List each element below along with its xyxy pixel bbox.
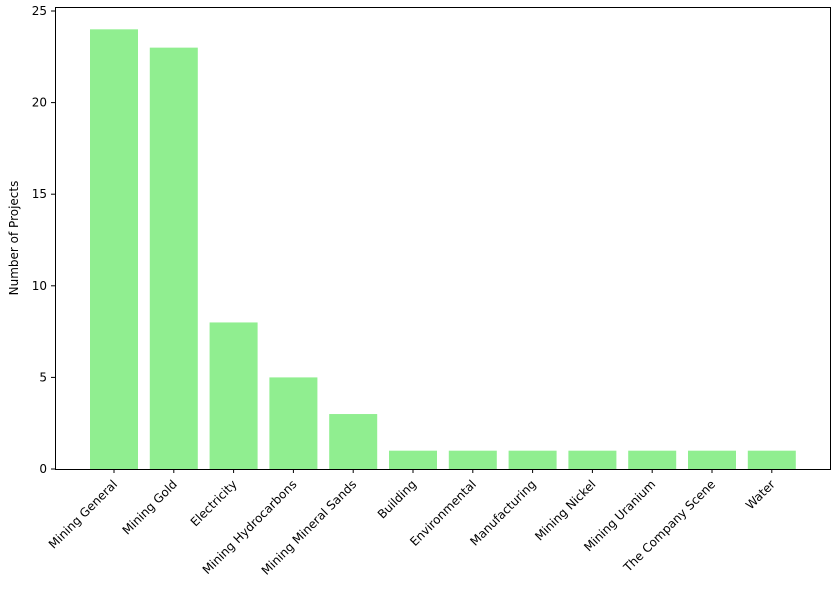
y-tick-label: 25 (32, 4, 47, 18)
bar (329, 414, 378, 469)
x-tick-label: Building (375, 477, 419, 521)
bar (568, 450, 617, 469)
bar (209, 322, 258, 469)
x-tick-label: Electricity (188, 477, 240, 529)
y-tick-label: 10 (32, 279, 47, 293)
bar (269, 377, 318, 469)
y-tick-label: 0 (39, 462, 47, 476)
bar (508, 450, 557, 469)
y-axis-label: Number of Projects (7, 181, 21, 296)
bar (389, 450, 437, 469)
plot-area (55, 7, 831, 470)
bar (628, 450, 677, 469)
x-tick-label: Mining General (46, 477, 120, 551)
y-tick-label: 15 (32, 187, 47, 201)
y-tick-label: 20 (32, 96, 47, 110)
x-tick-label: Water (743, 477, 778, 512)
bar (149, 47, 198, 469)
x-tick-label: Mining Gold (120, 477, 180, 537)
bar (747, 450, 796, 469)
bar (688, 450, 736, 469)
bar (90, 29, 138, 469)
x-tick-label: Mining Nickel (532, 477, 598, 543)
bar (448, 450, 497, 469)
y-tick-label: 5 (39, 370, 47, 384)
